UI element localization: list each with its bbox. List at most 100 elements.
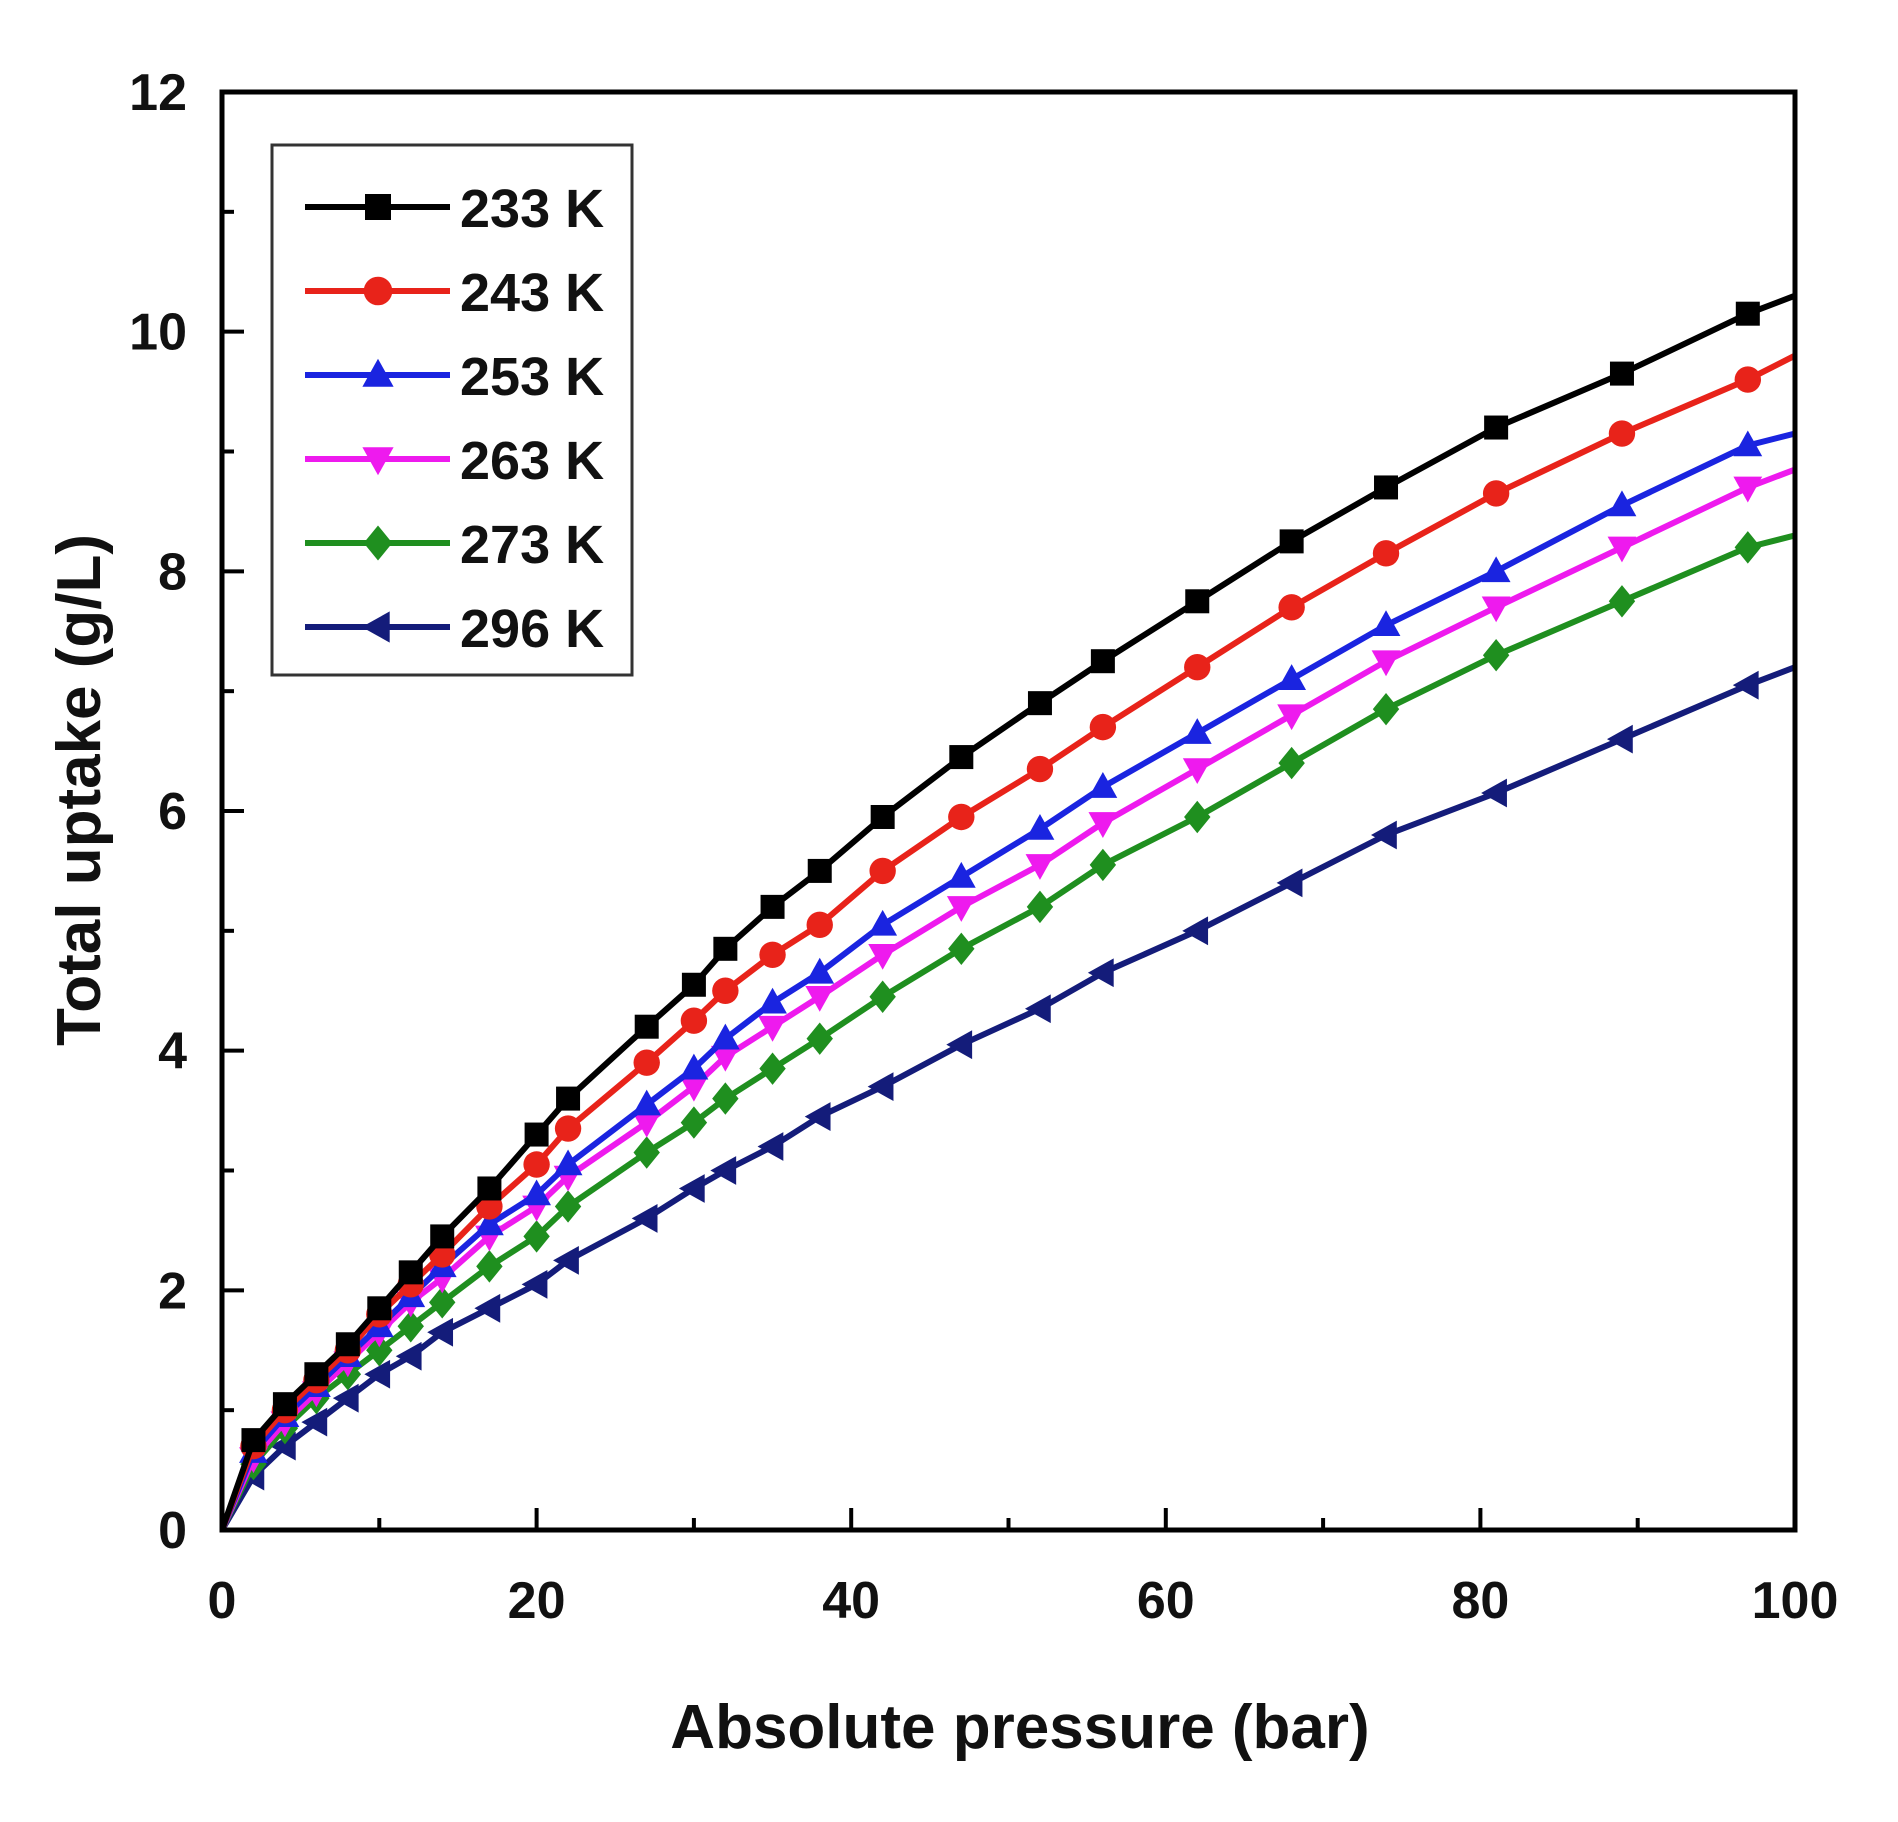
x-tick-label: 100: [1752, 1572, 1839, 1630]
data-point: [758, 987, 787, 1014]
data-point: [395, 1341, 422, 1371]
data-point: [1185, 589, 1210, 614]
data-point: [679, 1075, 709, 1102]
data-point: [477, 1176, 502, 1201]
data-point: [633, 1049, 660, 1076]
data-point: [868, 944, 898, 970]
y-tick-label: 6: [158, 783, 187, 841]
legend-marker: [363, 525, 393, 561]
data-point: [1279, 529, 1304, 554]
data-point: [758, 1015, 787, 1042]
series-line: [222, 664, 1795, 1530]
data-point: [1374, 475, 1399, 500]
data-point: [806, 1022, 833, 1055]
data-point: [1087, 958, 1114, 988]
data-point: [1088, 812, 1118, 838]
data-point: [712, 1082, 739, 1115]
data-point: [680, 1007, 708, 1034]
data-point: [710, 1023, 740, 1050]
data-point: [241, 1428, 266, 1453]
series-233k: [222, 292, 1795, 1530]
legend-label: 233 K: [460, 179, 604, 239]
x-axis-label: Absolute pressure (bar): [670, 1693, 1369, 1762]
data-point: [1277, 704, 1307, 731]
data-point: [524, 1122, 549, 1147]
data-point: [678, 1174, 705, 1203]
data-point: [1481, 596, 1511, 623]
data-point: [1607, 490, 1637, 517]
legend-label: 253 K: [460, 347, 604, 407]
data-point: [1025, 854, 1055, 880]
legend-marker: [362, 447, 394, 476]
data-point: [430, 1224, 455, 1249]
series-273k: [222, 531, 1795, 1530]
data-point: [1607, 536, 1637, 563]
data-point: [1371, 650, 1401, 677]
data-point: [807, 858, 832, 883]
y-tick-label: 2: [158, 1262, 187, 1320]
y-tick-label: 0: [158, 1502, 187, 1560]
data-point: [1278, 594, 1305, 621]
data-point: [1371, 820, 1397, 850]
y-axis-label: Total uptake (g/L): [45, 534, 114, 1046]
data-point: [476, 1250, 503, 1283]
x-tick-label: 0: [208, 1572, 237, 1630]
data-point: [710, 1045, 740, 1072]
data-point: [1089, 848, 1117, 882]
data-point: [1734, 531, 1762, 564]
series-line: [222, 532, 1795, 1530]
data-point: [713, 936, 738, 961]
axes: 0 20 40 60 80 100 0 2 4 6 8 10 12: [129, 64, 1838, 1630]
data-point: [523, 1220, 550, 1253]
data-point: [522, 1179, 551, 1206]
data-point: [1088, 772, 1118, 798]
data-point: [1276, 868, 1303, 898]
data-point: [632, 1111, 662, 1138]
data-point: [757, 1132, 784, 1161]
legend: 233 K 243 K 253 K 263 K 273 K 296 K: [270, 143, 634, 677]
data-point: [1606, 724, 1633, 754]
data-point: [553, 1149, 583, 1176]
y-tick-label: 4: [158, 1023, 187, 1081]
data-point: [712, 977, 739, 1004]
legend-marker: [361, 611, 390, 643]
data-point: [523, 1151, 550, 1178]
data-point: [868, 909, 898, 936]
data-point: [679, 1053, 709, 1080]
data-point: [427, 1317, 454, 1347]
legend-label: 263 K: [460, 431, 604, 491]
x-tick-label: 80: [1451, 1572, 1509, 1630]
data-point: [1733, 430, 1763, 457]
data-point: [1734, 366, 1762, 393]
plot-area: [222, 292, 1795, 1530]
data-point: [805, 985, 835, 1012]
data-point: [1482, 480, 1510, 507]
data-point: [1182, 916, 1209, 946]
data-point: [1025, 813, 1055, 840]
data-point: [946, 896, 976, 922]
data-point: [304, 1362, 329, 1387]
data-point: [759, 1052, 786, 1085]
data-point: [398, 1260, 423, 1285]
data-point: [1182, 758, 1212, 785]
y-tick-label: 12: [129, 64, 187, 122]
data-point: [870, 804, 895, 829]
y-tick-label: 10: [129, 304, 187, 362]
data-point: [367, 1296, 392, 1321]
series-296k: [222, 664, 1795, 1530]
data-point: [475, 1209, 504, 1236]
legend-item: 273 K: [305, 515, 604, 575]
legend-item: 253 K: [305, 347, 604, 407]
data-point: [949, 745, 974, 770]
data-point: [946, 861, 976, 888]
legend-marker: [365, 194, 391, 220]
legend-marker: [362, 358, 394, 387]
data-point: [1372, 692, 1400, 726]
data-point: [554, 1115, 582, 1142]
data-point: [869, 857, 896, 885]
data-point: [1481, 556, 1511, 583]
data-point: [1609, 361, 1634, 386]
data-point: [867, 1072, 894, 1102]
data-point: [1184, 654, 1211, 681]
